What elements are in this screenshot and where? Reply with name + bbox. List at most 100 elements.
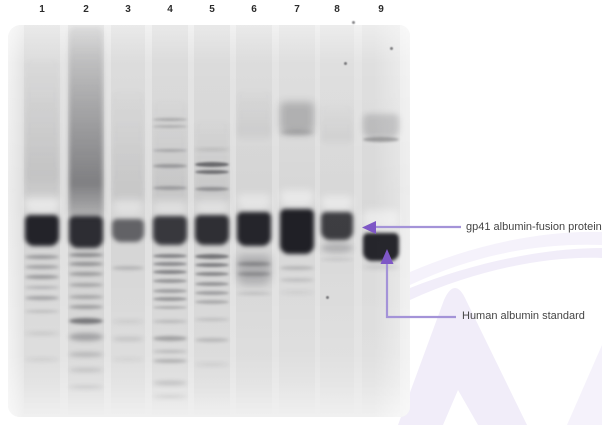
gel-speckle xyxy=(390,47,393,50)
lane-3-smear xyxy=(112,90,144,212)
gel-lane-4 xyxy=(152,25,188,417)
lane-6-band xyxy=(237,262,271,266)
lane-4-band xyxy=(153,216,187,245)
lane-5-band xyxy=(195,338,229,342)
lane-number-2: 2 xyxy=(83,4,89,15)
lane-2-band xyxy=(69,216,103,248)
watermark-peak xyxy=(398,288,527,425)
lane-4-band xyxy=(153,381,187,385)
lane-5-band xyxy=(195,254,229,259)
lane-2-smear xyxy=(69,27,103,218)
lane-8-band xyxy=(321,212,353,240)
lane-2-band xyxy=(69,305,103,309)
lane-4-band xyxy=(153,320,187,323)
lane-1-band xyxy=(25,332,59,335)
lane-4-band xyxy=(153,359,187,363)
lane-5-band xyxy=(195,291,229,295)
lane-2-band xyxy=(69,272,103,276)
gel-speckle xyxy=(326,296,329,299)
lane-2-band xyxy=(69,283,103,287)
lane-6-clearing xyxy=(237,194,271,210)
gel-lane-5 xyxy=(194,25,230,417)
lane-4-band xyxy=(153,270,187,274)
lane-number-3: 3 xyxy=(125,4,131,15)
lane-3-band xyxy=(112,266,144,270)
lane-4-band xyxy=(153,118,187,121)
lane-4-band xyxy=(153,125,187,128)
lane-8-clearing xyxy=(321,196,353,210)
lane-4-band xyxy=(153,186,187,190)
lane-1-band xyxy=(25,255,59,259)
lane-8-smear xyxy=(321,105,353,145)
lane-4-band xyxy=(153,336,187,341)
lane-1-smear xyxy=(25,60,59,200)
lane-8-band xyxy=(321,243,353,253)
lane-5-band xyxy=(195,300,229,304)
gel-lane-6 xyxy=(236,25,272,417)
lane-5-band xyxy=(195,282,229,286)
gel-lane-8 xyxy=(320,25,354,417)
gel-speckle xyxy=(352,21,355,24)
lane-5-band xyxy=(195,170,229,174)
lane-5-band xyxy=(195,272,229,276)
lane-number-4: 4 xyxy=(167,4,173,15)
lane-4-smear xyxy=(153,100,187,210)
lane-4-band xyxy=(153,262,187,266)
lane-1-band xyxy=(25,310,59,313)
lane-7-band xyxy=(280,209,314,254)
lane-4-band xyxy=(153,149,187,152)
watermark-swoosh-lower xyxy=(410,248,602,300)
lane-3-band xyxy=(112,219,144,242)
lane-6-band xyxy=(237,292,271,295)
lane-7-clearing xyxy=(280,190,314,206)
lane-1-band xyxy=(25,296,59,300)
lane-2-band xyxy=(69,368,103,372)
lane-2-band xyxy=(69,262,103,266)
lane-5-band xyxy=(195,363,229,366)
lane-2-band xyxy=(69,295,103,299)
lane-3-band xyxy=(112,337,144,341)
lane-1-band xyxy=(25,286,59,289)
lane-6-band xyxy=(237,255,271,285)
gel-lane-3 xyxy=(111,25,145,417)
lane-9-band xyxy=(363,114,399,138)
gel-lane-1 xyxy=(24,25,60,417)
lane-4-band xyxy=(153,279,187,283)
lane-7-band xyxy=(280,102,314,134)
lane-number-9: 9 xyxy=(378,4,384,15)
lane-1-band xyxy=(25,265,59,269)
gel-image xyxy=(8,25,410,417)
lane-5-band xyxy=(195,318,229,321)
lane-6-band xyxy=(237,272,271,276)
lane-4-clearing xyxy=(153,201,187,214)
lane-3-band xyxy=(112,358,144,361)
lane-7-band xyxy=(280,278,314,282)
watermark-peak-right xyxy=(567,345,602,425)
lane-4-band xyxy=(153,306,187,309)
lane-1-band xyxy=(25,215,59,246)
lane-number-6: 6 xyxy=(251,4,257,15)
lane-number-5: 5 xyxy=(209,4,215,15)
lane-2-band xyxy=(69,253,103,257)
lane-9-clearing xyxy=(363,210,399,230)
lane-5-band xyxy=(195,187,229,191)
lane-4-band xyxy=(153,289,187,293)
lane-1-clearing xyxy=(25,197,59,213)
lane-number-7: 7 xyxy=(294,4,300,15)
lane-2-band xyxy=(69,333,103,341)
lane-6-band xyxy=(237,212,271,246)
lane-7-band xyxy=(280,130,314,135)
lane-9-band xyxy=(363,137,399,142)
label-gp41-albumin-fusion-protein: gp41 albumin-fusion protein xyxy=(466,221,602,233)
lane-2-band xyxy=(69,352,103,357)
lane-6-smear xyxy=(237,90,271,140)
lane-7-band xyxy=(280,266,314,270)
lane-number-1: 1 xyxy=(39,4,45,15)
lane-3-band xyxy=(112,320,144,323)
lane-2-band xyxy=(69,385,103,389)
lane-5-band xyxy=(195,263,229,267)
lane-4-band xyxy=(153,350,187,353)
lane-5-band xyxy=(195,148,229,151)
gel-lane-2 xyxy=(68,25,104,417)
